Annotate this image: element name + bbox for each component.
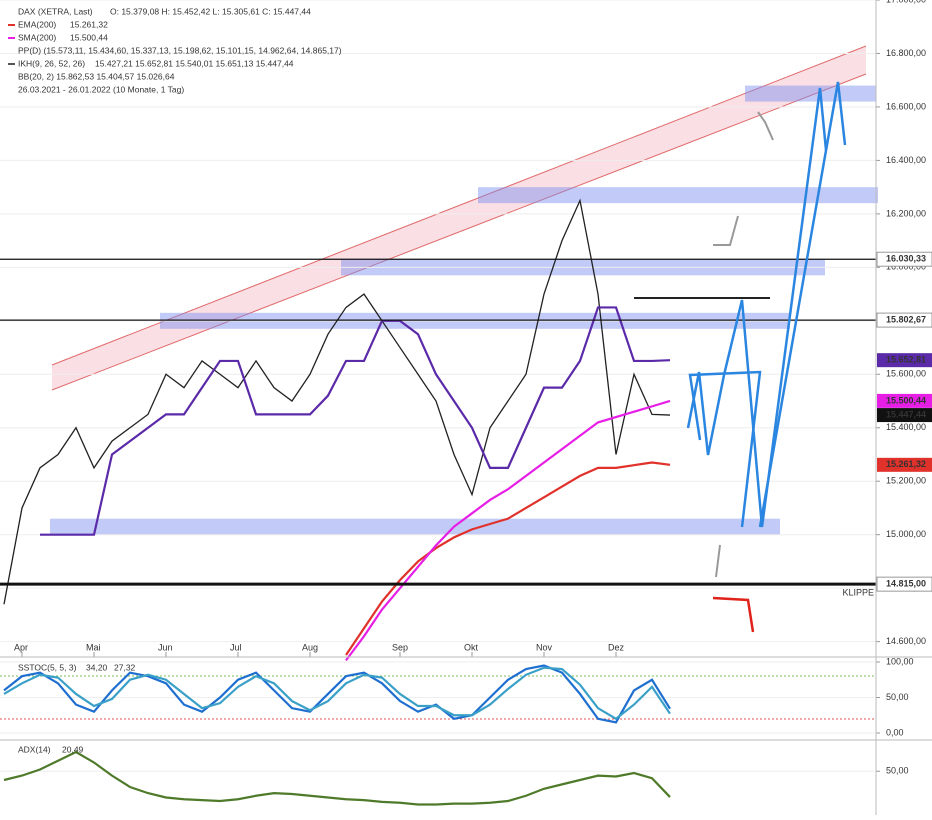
series-line <box>40 306 671 536</box>
main-panel: 17.000,00 16.800,00 16.600,00 16.400,00 16.2… <box>0 0 932 662</box>
level-label-bg <box>876 576 932 592</box>
legend-text: IKH(9, 26, 52, 26) <box>18 58 85 68</box>
channel-lower <box>51 73 867 391</box>
channel-upper <box>51 45 867 366</box>
level-label-bg <box>876 312 932 328</box>
last-label-bg <box>877 353 932 368</box>
adx-panel: 50,00 ADX(14) 20,49 <box>0 744 909 806</box>
legend-text: PP(D) (15.573,11, 15.434,60, 15.337,13, … <box>18 45 342 55</box>
x-tick-label: Apr <box>14 642 28 652</box>
arrow-down <box>712 596 755 633</box>
forecast-path <box>688 370 762 528</box>
legend: DAX (XETRA, Last) O: 15.379,08 H: 15.452,… <box>8 6 342 94</box>
zone <box>478 187 878 204</box>
panel-value: 34,20 <box>86 662 108 672</box>
legend-text: EMA(200) <box>18 19 56 29</box>
level-label: 14.815,00 <box>886 579 926 589</box>
y-tick-label: 100,00 <box>886 656 914 666</box>
x-tick-label: Sep <box>392 642 408 652</box>
y-tick-label: 0,00 <box>886 727 904 737</box>
y-tick-label: 15.200,00 <box>886 476 926 486</box>
x-tick-label: Mai <box>86 642 101 652</box>
series-line <box>345 461 671 656</box>
series-line <box>3 666 671 721</box>
y-tick-label: 17.000,00 <box>886 0 926 4</box>
arrow-up <box>715 544 721 578</box>
arrow-down <box>757 111 774 141</box>
legend-text: 15.427,21 15.652,81 15.540,01 15.651,13 … <box>95 58 294 68</box>
legend-text: O: 15.379,08 H: 15.452,42 L: 15.305,61 C… <box>110 6 311 16</box>
level-label-bg <box>876 251 932 267</box>
level-name: KLIPPE <box>842 588 874 598</box>
x-tick-label: Aug <box>302 642 318 652</box>
legend-text: 15.500,44 <box>70 32 108 42</box>
channel <box>52 46 866 390</box>
legend-text: BB(20, 2) 15.862,53 15.404,57 15.026,64 <box>18 71 175 81</box>
y-tick-label: 50,00 <box>886 692 909 702</box>
series-line <box>3 750 671 806</box>
level-label: 15.802,67 <box>886 314 926 324</box>
forecast-path <box>686 87 828 528</box>
x-tick-label: Jul <box>230 642 242 652</box>
last-label: 15.447,44 <box>886 409 926 419</box>
y-tick-label: 16.600,00 <box>886 101 926 111</box>
series-line <box>345 399 671 662</box>
arrow-up <box>713 215 739 246</box>
y-tick-label: 16.800,00 <box>886 48 926 58</box>
y-tick-label: 15.600,00 <box>886 369 926 379</box>
zone <box>50 518 780 535</box>
level-label: 16.030,33 <box>886 254 926 264</box>
last-label: 15.652,81 <box>886 355 926 365</box>
legend-text: 26.03.2021 - 26.01.2022 (10 Monate, 1 Ta… <box>18 84 184 94</box>
last-label-bg <box>877 393 932 408</box>
x-tick-label: Dez <box>608 642 625 652</box>
x-tick-label: Nov <box>536 642 553 652</box>
y-tick-label: 15.000,00 <box>886 529 926 539</box>
legend-text: SMA(200) <box>18 32 56 42</box>
x-tick-label: Okt <box>464 642 479 652</box>
last-label-bg <box>877 457 932 472</box>
y-tick-label: 14.600,00 <box>886 636 926 646</box>
panel-title: SSTOC(5, 5, 3) <box>18 662 77 672</box>
last-label: 15.261,32 <box>886 459 926 469</box>
panel-title: ADX(14) <box>18 744 51 754</box>
legend-text: DAX (XETRA, Last) <box>18 6 93 16</box>
y-tick-label: 16.200,00 <box>886 208 926 218</box>
zone <box>745 85 876 102</box>
y-tick-label: 50,00 <box>886 766 909 776</box>
last-label: 15.500,44 <box>886 395 926 405</box>
series-line <box>3 664 671 724</box>
y-tick-label: 16.400,00 <box>886 155 926 165</box>
x-tick-label: Jun <box>158 642 173 652</box>
y-tick-label: 15.400,00 <box>886 422 926 432</box>
stoch-panel: 100,00 50,00 0,00 SSTOC(5, 5, 3) 34,20 27,32 <box>0 656 914 737</box>
last-label-bg <box>877 408 932 423</box>
panel-value: 20,49 <box>62 744 84 754</box>
forecast-path <box>758 81 847 528</box>
legend-text: 15.261,32 <box>70 19 108 29</box>
series-line <box>3 198 671 605</box>
panel-value: 27,32 <box>114 662 136 672</box>
